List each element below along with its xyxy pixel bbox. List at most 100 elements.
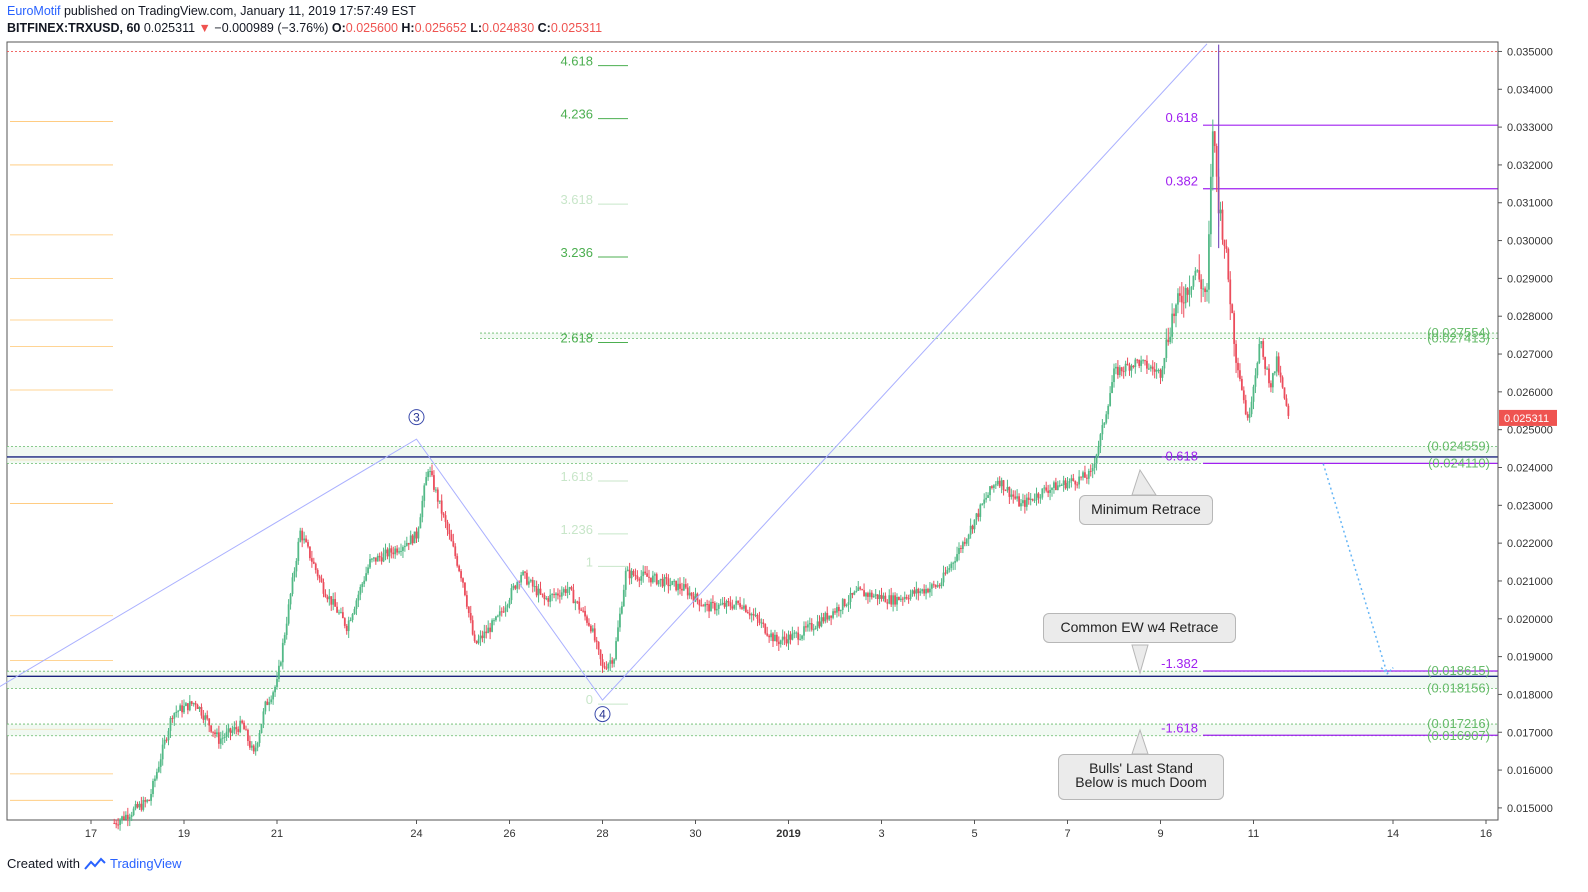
candle-body — [1208, 234, 1210, 290]
price-tick-label: 0.020000 — [1507, 614, 1553, 626]
candle-body — [429, 471, 431, 473]
candle-body — [1169, 336, 1172, 343]
candle-body — [570, 587, 573, 590]
candle-body — [808, 623, 811, 625]
candle-body — [1051, 487, 1053, 490]
candle-body — [960, 547, 962, 550]
candle-body — [963, 542, 966, 544]
candle-body — [613, 659, 616, 664]
candle-body — [167, 730, 170, 741]
candle-body — [305, 538, 307, 543]
candle-body — [1175, 304, 1177, 317]
candle-body — [454, 546, 457, 557]
candle-body — [1182, 302, 1185, 304]
candle-body — [857, 587, 860, 591]
candle-body — [196, 704, 199, 709]
candle-body — [407, 542, 410, 545]
candle-body — [487, 627, 490, 634]
candle-body — [363, 580, 366, 584]
current-price-label: 0.025311 — [1504, 413, 1549, 425]
candle-body — [140, 803, 143, 810]
candle-body — [1213, 131, 1216, 147]
open-label: O: — [331, 21, 346, 35]
tradingview-brand-link[interactable]: TradingView — [109, 856, 182, 871]
candle-body — [334, 599, 337, 607]
candle-body — [250, 745, 253, 748]
minimum-retrace-callout[interactable]: Minimum Retrace — [1079, 495, 1213, 525]
common-ew-callout[interactable]: Common EW w4 Retrace — [1043, 613, 1236, 643]
candle-body — [636, 575, 639, 580]
time-tick-label: 3 — [878, 828, 884, 840]
candle-body — [704, 603, 707, 607]
candle-body — [907, 598, 910, 600]
candle-body — [256, 742, 259, 748]
candle-body — [254, 747, 257, 752]
candle-body — [812, 629, 815, 631]
candle-body — [1087, 470, 1090, 479]
candle-body — [733, 604, 736, 609]
candle-body — [345, 625, 348, 632]
candle-body — [700, 605, 703, 607]
candle-body — [756, 614, 759, 619]
candle-body — [930, 584, 933, 589]
candle-body — [456, 556, 459, 566]
candle-body — [1248, 414, 1251, 418]
candle-body — [566, 588, 569, 593]
bulls-last-stand-callout[interactable]: Bulls' Last Stand Below is much Doom — [1058, 754, 1224, 800]
candle-body — [278, 665, 280, 679]
candle-body — [243, 722, 245, 730]
candle-body — [446, 522, 449, 530]
candle-body — [526, 572, 528, 585]
candle-body — [973, 519, 976, 530]
candle-body — [341, 612, 344, 619]
candle-body — [124, 814, 127, 820]
candle-body — [372, 557, 375, 559]
candle-body — [969, 525, 972, 535]
candle-body — [444, 515, 447, 523]
candle-body — [929, 588, 931, 593]
candle-body — [843, 599, 846, 606]
candle-body — [119, 820, 121, 825]
candle-body — [824, 612, 827, 622]
price-tick-label: 0.016000 — [1507, 765, 1553, 777]
candle-body — [1078, 476, 1081, 485]
candle-body — [1053, 482, 1055, 488]
author-link[interactable]: EuroMotif — [7, 4, 61, 18]
candle-body — [558, 595, 561, 597]
candle-body — [1120, 367, 1123, 372]
candle-body — [624, 570, 627, 590]
candle-body — [438, 500, 441, 502]
candle-body — [378, 555, 381, 558]
candle-body — [1223, 239, 1226, 247]
candle-body — [1242, 390, 1245, 401]
candle-body — [231, 730, 234, 733]
candle-body — [888, 595, 891, 604]
candle-body — [349, 619, 352, 621]
high-label: H: — [401, 21, 415, 35]
candle-body — [138, 803, 141, 808]
candle-body — [1277, 356, 1280, 373]
candle-body — [1157, 369, 1160, 371]
price-tick-label: 0.025000 — [1507, 425, 1553, 437]
bulls-line2-text: Below is much Doom — [1075, 774, 1207, 790]
candle-body — [1089, 470, 1092, 472]
candle-body — [169, 718, 172, 731]
candle-body — [136, 804, 139, 808]
candle-body — [1103, 422, 1106, 426]
candle-body — [876, 594, 879, 600]
candle-body — [661, 578, 664, 587]
price-tick-label: 0.027000 — [1507, 349, 1553, 361]
candle-body — [1165, 339, 1168, 358]
wave-number-label: 4 — [599, 708, 606, 722]
candle-body — [1060, 484, 1063, 486]
candle-body — [713, 603, 716, 611]
candle-body — [816, 621, 819, 628]
candle-body — [994, 484, 997, 486]
candle-body — [359, 587, 362, 595]
candle-body — [1153, 369, 1156, 372]
candle-body — [901, 598, 904, 600]
zone-price-label: (0.027413) — [1427, 330, 1490, 345]
candle-body — [648, 576, 650, 578]
support-zone — [7, 446, 1498, 464]
